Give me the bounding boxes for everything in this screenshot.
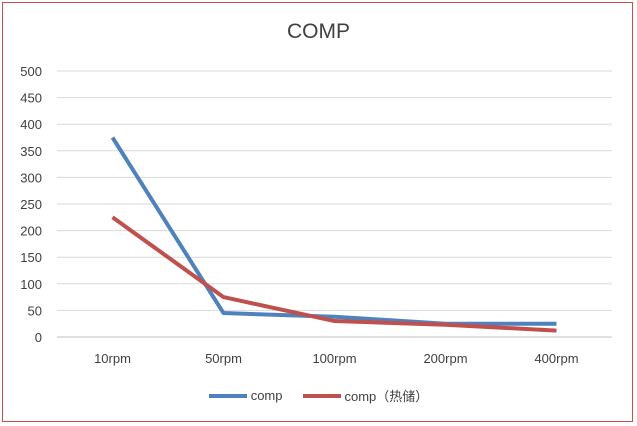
y-axis: 0 50 100 150 200 250 300 350 400 450 500 xyxy=(20,64,42,345)
y-tick-label: 50 xyxy=(28,303,42,318)
x-axis: 10rpm 50rpm 100rpm 200rpm 400rpm xyxy=(94,351,578,366)
y-tick-label: 200 xyxy=(20,224,42,239)
y-tick-label: 500 xyxy=(20,64,42,79)
legend-label-comp-heat-storage: comp（热储） xyxy=(344,389,429,404)
series-line-1 xyxy=(111,215,557,333)
gridlines xyxy=(57,70,612,338)
legend-label-comp: comp xyxy=(250,388,283,403)
y-tick-label: 0 xyxy=(35,330,42,345)
legend-item-comp-heat-storage: comp（热储） xyxy=(302,386,429,405)
y-tick-label: 300 xyxy=(20,170,42,185)
legend-swatch-comp xyxy=(208,393,247,398)
x-tick-label: 10rpm xyxy=(94,351,131,366)
y-tick-label: 450 xyxy=(20,91,42,106)
legend: comp comp（热储） xyxy=(0,386,637,405)
legend-swatch-comp-heat-storage xyxy=(302,393,341,398)
y-tick-label: 350 xyxy=(20,144,42,159)
y-tick-label: 150 xyxy=(20,250,42,265)
series-line-0 xyxy=(110,136,557,326)
chart-title: COMP xyxy=(287,20,350,43)
y-tick-label: 250 xyxy=(20,197,42,212)
legend-item-comp: comp xyxy=(208,388,283,403)
chart-frame xyxy=(2,2,633,422)
y-tick-label: 100 xyxy=(20,277,42,292)
y-tick-label: 400 xyxy=(20,117,42,132)
x-tick-label: 100rpm xyxy=(312,351,356,366)
x-tick-label: 200rpm xyxy=(423,351,467,366)
series-lines xyxy=(110,136,557,333)
x-tick-label: 400rpm xyxy=(534,351,578,366)
x-tick-label: 50rpm xyxy=(205,351,242,366)
